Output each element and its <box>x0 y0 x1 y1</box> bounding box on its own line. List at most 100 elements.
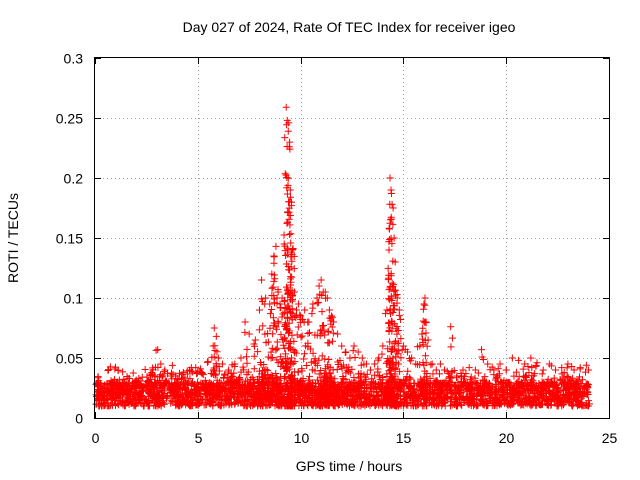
data-point <box>583 382 591 390</box>
data-point <box>210 353 218 361</box>
data-point <box>286 344 294 352</box>
data-point <box>244 368 252 376</box>
data-point <box>515 356 523 364</box>
data-point <box>378 350 386 358</box>
data-point <box>422 329 430 337</box>
data-point <box>352 379 360 387</box>
data-point <box>491 393 499 401</box>
data-point <box>371 371 379 379</box>
data-point <box>506 379 514 387</box>
data-point <box>245 400 253 408</box>
data-point <box>426 374 434 382</box>
data-point <box>144 402 152 410</box>
data-point <box>315 356 323 364</box>
data-point <box>360 371 368 379</box>
data-point <box>351 353 359 361</box>
x-tick-label: 0 <box>92 430 100 446</box>
data-point <box>280 374 288 382</box>
data-point <box>388 318 396 326</box>
data-point <box>277 331 285 339</box>
data-point <box>394 394 402 402</box>
data-point <box>531 384 539 392</box>
data-point <box>181 378 189 386</box>
data-point <box>306 329 314 337</box>
data-point <box>236 383 244 391</box>
chart-title: Day 027 of 2024, Rate Of TEC Index for r… <box>183 19 516 35</box>
data-point <box>153 390 161 398</box>
data-point <box>390 287 398 295</box>
data-point <box>402 376 410 384</box>
data-point <box>114 378 122 386</box>
data-point <box>496 370 504 378</box>
data-point <box>572 378 580 386</box>
data-point <box>159 394 167 402</box>
data-point <box>546 393 554 401</box>
x-tick-label: 10 <box>294 430 310 446</box>
data-point <box>106 381 114 389</box>
data-point <box>193 401 201 409</box>
data-point <box>186 375 194 383</box>
data-point <box>172 401 180 409</box>
data-point <box>329 337 337 345</box>
data-point <box>270 322 278 330</box>
data-point <box>284 363 292 371</box>
data-point <box>518 400 526 408</box>
data-point <box>263 379 271 387</box>
data-point <box>108 387 116 395</box>
data-point <box>292 313 300 321</box>
data-point <box>281 296 289 304</box>
data-point <box>273 325 281 333</box>
data-point <box>288 273 296 281</box>
data-point <box>273 338 281 346</box>
data-point <box>259 399 267 407</box>
data-point <box>255 306 263 314</box>
data-point <box>410 385 418 393</box>
data-point <box>427 361 435 369</box>
data-point <box>186 366 194 374</box>
data-point <box>343 366 351 374</box>
data-point <box>262 366 270 374</box>
data-point <box>471 366 479 374</box>
data-point <box>550 396 558 404</box>
data-point <box>297 312 305 320</box>
data-point <box>538 400 546 408</box>
data-point <box>512 368 520 376</box>
data-point <box>119 401 127 409</box>
data-point <box>139 387 147 395</box>
data-point <box>563 364 571 372</box>
data-point <box>483 402 491 410</box>
data-point <box>336 357 344 365</box>
data-point <box>308 397 316 405</box>
data-point <box>388 296 396 304</box>
data-point <box>384 264 392 272</box>
data-point <box>328 374 336 382</box>
data-point <box>385 295 393 303</box>
data-point <box>228 387 236 395</box>
data-point <box>540 379 548 387</box>
data-point <box>405 382 413 390</box>
data-point <box>354 370 362 378</box>
data-point <box>556 375 564 383</box>
data-point <box>294 323 302 331</box>
data-point <box>418 330 426 338</box>
data-point <box>385 246 393 254</box>
data-point <box>393 322 401 330</box>
data-point <box>268 306 276 314</box>
data-point <box>393 294 401 302</box>
data-point <box>522 380 530 388</box>
y-tick-label: 0.15 <box>56 231 83 247</box>
data-point <box>259 377 267 385</box>
data-point <box>325 356 333 364</box>
data-point <box>279 341 287 349</box>
data-point <box>289 375 297 383</box>
data-point <box>257 295 265 303</box>
data-point <box>478 346 486 354</box>
data-point <box>391 258 399 266</box>
data-point <box>208 380 216 388</box>
data-point <box>376 373 384 381</box>
data-point <box>466 383 474 391</box>
data-point <box>337 380 345 388</box>
data-point <box>390 281 398 289</box>
data-point <box>379 384 387 392</box>
data-point <box>515 392 523 400</box>
